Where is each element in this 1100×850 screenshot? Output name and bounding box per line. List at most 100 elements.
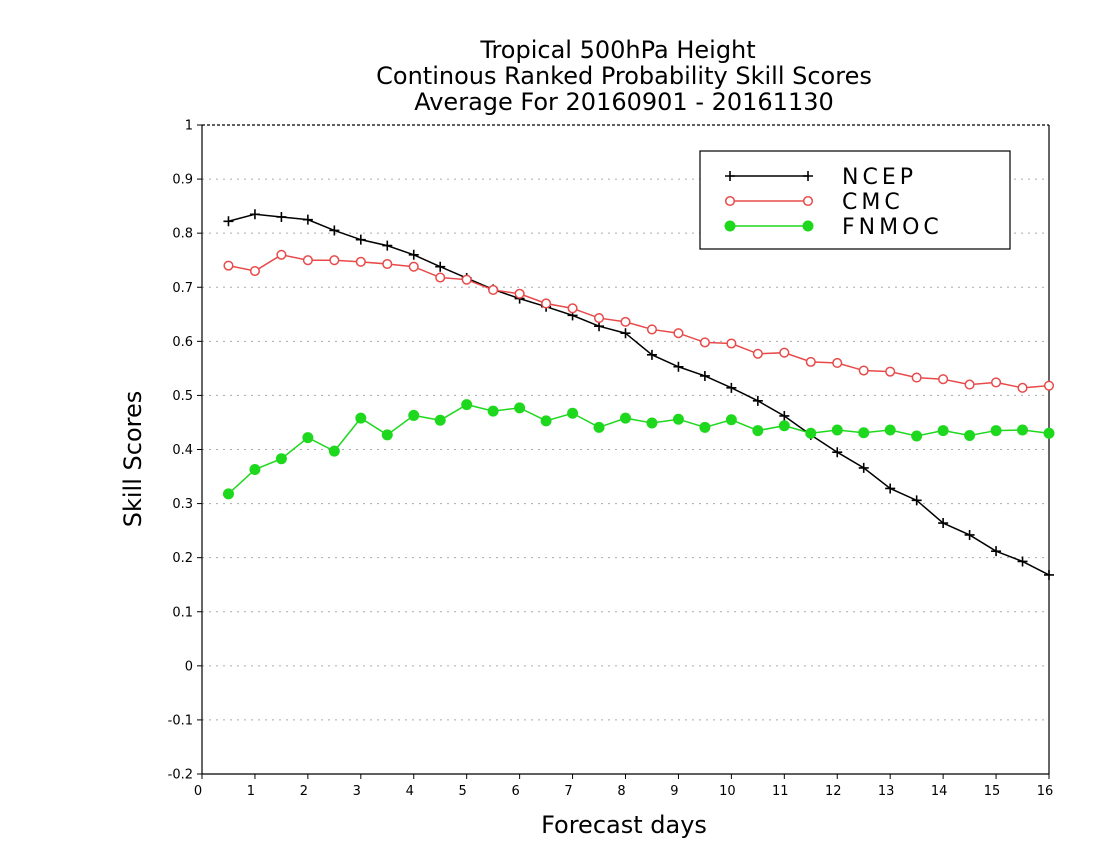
series-line-cmc bbox=[228, 254, 1050, 389]
data-point-ncep bbox=[911, 495, 922, 506]
data-point-fnmoc bbox=[355, 412, 367, 424]
x-tick-label: 0 bbox=[194, 784, 202, 799]
data-point-cmc bbox=[329, 255, 340, 266]
data-point-fnmoc bbox=[805, 427, 817, 439]
data-point-fnmoc bbox=[620, 412, 631, 424]
data-point-ncep bbox=[885, 483, 896, 494]
data-point-ncep bbox=[858, 462, 869, 473]
legend-marker-fnmoc bbox=[724, 220, 736, 232]
data-point-ncep bbox=[329, 225, 340, 236]
legend-box bbox=[699, 150, 1011, 250]
data-point-ncep bbox=[302, 214, 313, 225]
data-point-fnmoc bbox=[937, 425, 949, 437]
x-tick-label: 8 bbox=[617, 784, 625, 799]
data-point-cmc bbox=[541, 298, 552, 309]
data-point-cmc bbox=[938, 374, 949, 385]
data-point-ncep bbox=[1044, 569, 1054, 580]
data-point-cmc bbox=[726, 338, 737, 349]
x-tick-label: 15 bbox=[984, 784, 1001, 799]
data-point-cmc bbox=[435, 272, 446, 283]
data-point-cmc bbox=[223, 260, 234, 271]
data-point-ncep bbox=[223, 216, 234, 227]
x-tick-label: 7 bbox=[564, 784, 572, 799]
data-point-ncep bbox=[276, 211, 287, 222]
data-point-cmc bbox=[991, 377, 1002, 388]
x-tick-label: 14 bbox=[931, 784, 948, 799]
x-tick-label: 12 bbox=[825, 784, 842, 799]
data-point-cmc bbox=[514, 288, 525, 299]
data-point-cmc bbox=[249, 265, 260, 277]
y-tick-label: 0 bbox=[185, 659, 193, 674]
data-point-fnmoc bbox=[1043, 427, 1055, 439]
series-line-fnmoc bbox=[227, 403, 1050, 495]
legend-entry-fnmoc: FNMOC bbox=[724, 215, 943, 240]
x-tick-label: 9 bbox=[670, 784, 678, 799]
data-point-fnmoc bbox=[884, 424, 896, 436]
data-point-cmc bbox=[302, 255, 313, 266]
series-fnmoc bbox=[222, 399, 1055, 500]
x-tick-label: 13 bbox=[878, 784, 895, 799]
data-point-cmc bbox=[461, 274, 472, 285]
data-point-ncep bbox=[1017, 556, 1028, 567]
data-point-fnmoc bbox=[1017, 424, 1029, 436]
data-point-cmc bbox=[911, 372, 922, 383]
data-series bbox=[222, 209, 1055, 580]
data-point-fnmoc bbox=[408, 409, 420, 421]
legend-marker-cmc bbox=[802, 195, 814, 207]
data-point-fnmoc bbox=[222, 488, 234, 500]
data-point-ncep bbox=[673, 361, 684, 372]
x-axis-label: Forecast days bbox=[541, 811, 707, 839]
y-tick-label: 0.8 bbox=[172, 227, 193, 242]
y-tick-label: 0.2 bbox=[172, 551, 193, 566]
data-point-cmc bbox=[382, 258, 393, 270]
data-point-ncep bbox=[699, 370, 710, 381]
data-point-ncep bbox=[249, 209, 260, 220]
data-point-cmc bbox=[276, 249, 287, 260]
data-point-fnmoc bbox=[567, 407, 579, 419]
y-tick-label: 0.5 bbox=[172, 389, 193, 404]
data-point-ncep bbox=[726, 382, 737, 393]
data-point-cmc bbox=[752, 348, 763, 359]
data-point-fnmoc bbox=[461, 399, 473, 411]
data-point-fnmoc bbox=[752, 425, 764, 437]
x-tick-label: 2 bbox=[300, 784, 308, 799]
data-point-ncep bbox=[752, 395, 763, 406]
x-tick-label: 4 bbox=[406, 784, 414, 799]
x-tick-label: 3 bbox=[353, 784, 361, 799]
data-point-fnmoc bbox=[672, 413, 684, 425]
legend-label-fnmoc: FNMOC bbox=[842, 215, 943, 240]
data-point-ncep bbox=[646, 349, 657, 360]
data-point-cmc bbox=[673, 328, 684, 339]
data-point-ncep bbox=[408, 249, 419, 260]
data-point-fnmoc bbox=[911, 430, 923, 442]
data-point-fnmoc bbox=[302, 432, 314, 444]
x-tick-label: 11 bbox=[772, 784, 789, 799]
data-point-ncep bbox=[779, 410, 790, 421]
data-point-fnmoc bbox=[699, 421, 711, 433]
data-point-fnmoc bbox=[778, 420, 790, 432]
legend-marker-ncep bbox=[725, 171, 735, 181]
series-line-ncep bbox=[228, 213, 1050, 576]
x-tick-label: 10 bbox=[719, 784, 736, 799]
data-point-fnmoc bbox=[275, 453, 287, 465]
data-point-fnmoc bbox=[593, 421, 605, 433]
x-tick-label: 5 bbox=[459, 784, 467, 799]
legend-label-cmc: CMC bbox=[842, 190, 904, 215]
data-point-ncep bbox=[991, 546, 1002, 557]
data-point-ncep bbox=[938, 518, 949, 529]
data-point-cmc bbox=[620, 316, 631, 327]
x-tick-label: 1 bbox=[247, 784, 255, 799]
data-point-cmc bbox=[593, 313, 605, 324]
data-point-fnmoc bbox=[646, 417, 658, 429]
legend-marker-ncep bbox=[803, 171, 813, 181]
data-point-cmc bbox=[805, 356, 816, 367]
data-point-ncep bbox=[355, 234, 366, 245]
y-tick-label: 0.7 bbox=[172, 281, 193, 296]
x-tick-label: 6 bbox=[511, 784, 519, 799]
data-point-fnmoc bbox=[434, 414, 446, 426]
data-point-cmc bbox=[488, 284, 499, 296]
data-point-fnmoc bbox=[249, 464, 261, 476]
y-tick-label: 0.3 bbox=[172, 497, 193, 512]
series-ncep bbox=[223, 209, 1054, 580]
